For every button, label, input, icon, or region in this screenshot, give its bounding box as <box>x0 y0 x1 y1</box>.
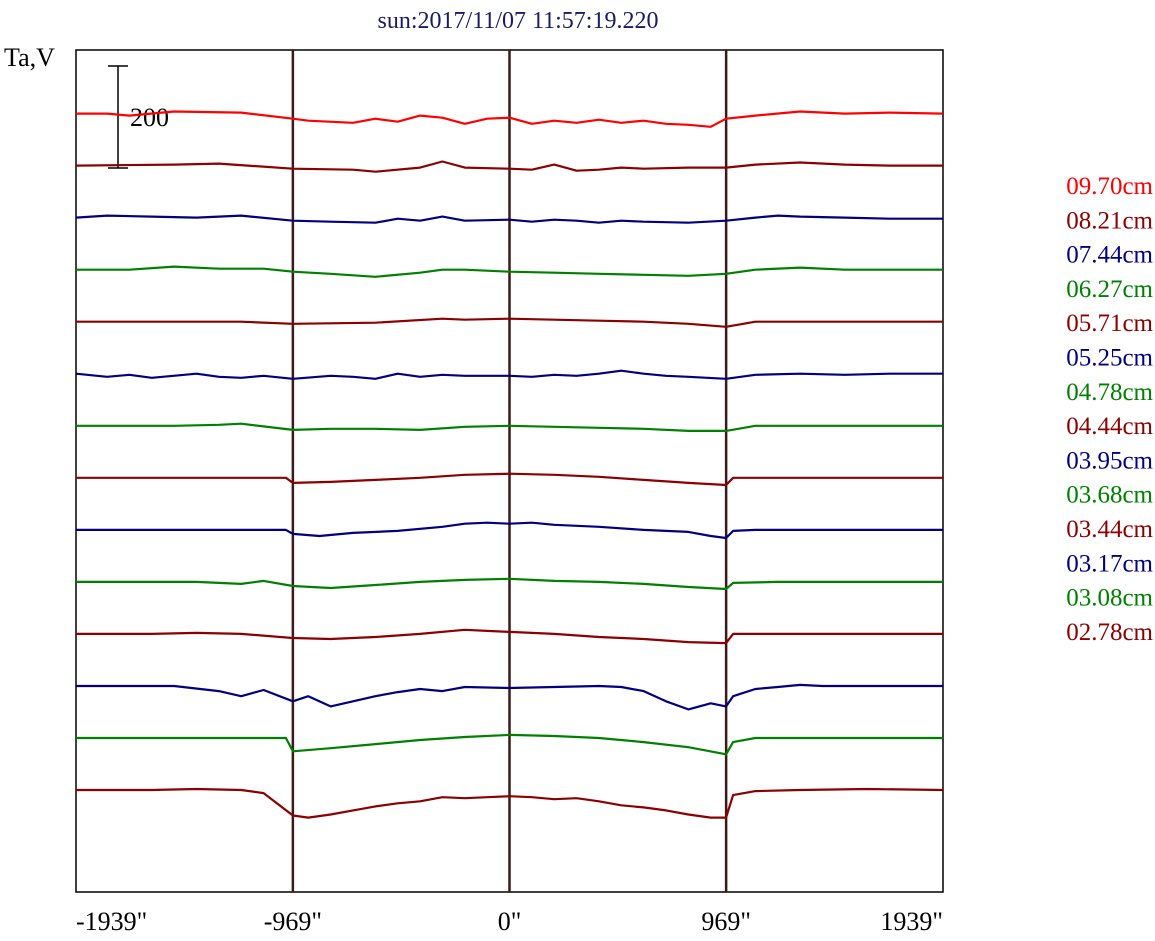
scale-bar-label: 200 <box>130 103 169 132</box>
x-tick-label: 0" <box>498 907 522 936</box>
legend-entry: 05.71cm <box>1066 310 1153 337</box>
legend-entry: 03.08cm <box>1066 585 1153 612</box>
series-line-02.78cm <box>76 787 944 819</box>
series-lines <box>75 110 944 819</box>
series-line-03.44cm <box>76 628 943 645</box>
series-line-09.70cm <box>76 110 944 128</box>
chart-title: sun:2017/11/07 11:57:19.220 <box>378 8 659 34</box>
x-tick-label: 1939" <box>880 907 943 936</box>
series-line-07.44cm <box>75 214 943 224</box>
x-tick-label: 969" <box>701 907 751 936</box>
legend-entry: 09.70cm <box>1066 173 1153 200</box>
series-line-04.44cm <box>76 472 943 487</box>
series-line-03.95cm <box>76 521 943 540</box>
series-line-08.21cm <box>75 160 943 173</box>
scale-bar <box>108 65 128 169</box>
legend: 09.70cm 08.21cm 07.44cm 06.27cm 05.71cm 05.25… <box>1066 173 1153 646</box>
y-axis-label: Ta,V <box>4 43 55 72</box>
series-line-03.68cm <box>76 577 943 591</box>
x-tick-labels: -1939" -969" 0" 969" 1939" <box>76 907 943 936</box>
legend-entry: 05.25cm <box>1066 345 1153 372</box>
legend-entry: 04.44cm <box>1066 413 1153 440</box>
legend-entry: 03.95cm <box>1066 447 1153 474</box>
legend-entry: 06.27cm <box>1066 276 1153 303</box>
series-line-04.78cm <box>76 422 943 432</box>
legend-entry: 02.78cm <box>1066 619 1153 646</box>
x-tick-label: -1939" <box>76 907 147 936</box>
series-line-03.17cm <box>76 683 943 711</box>
x-tick-label: -969" <box>264 907 322 936</box>
legend-entry: 03.17cm <box>1066 550 1153 577</box>
series-line-03.08cm <box>76 733 943 756</box>
series-line-06.27cm <box>76 265 943 278</box>
series-line-05.71cm <box>76 317 943 328</box>
legend-entry: 03.44cm <box>1066 516 1153 543</box>
legend-entry: 03.68cm <box>1066 482 1153 509</box>
series-line-05.25cm <box>75 369 943 380</box>
legend-entry: 07.44cm <box>1066 242 1153 269</box>
legend-entry: 08.21cm <box>1066 207 1153 234</box>
legend-entry: 04.78cm <box>1066 379 1153 406</box>
